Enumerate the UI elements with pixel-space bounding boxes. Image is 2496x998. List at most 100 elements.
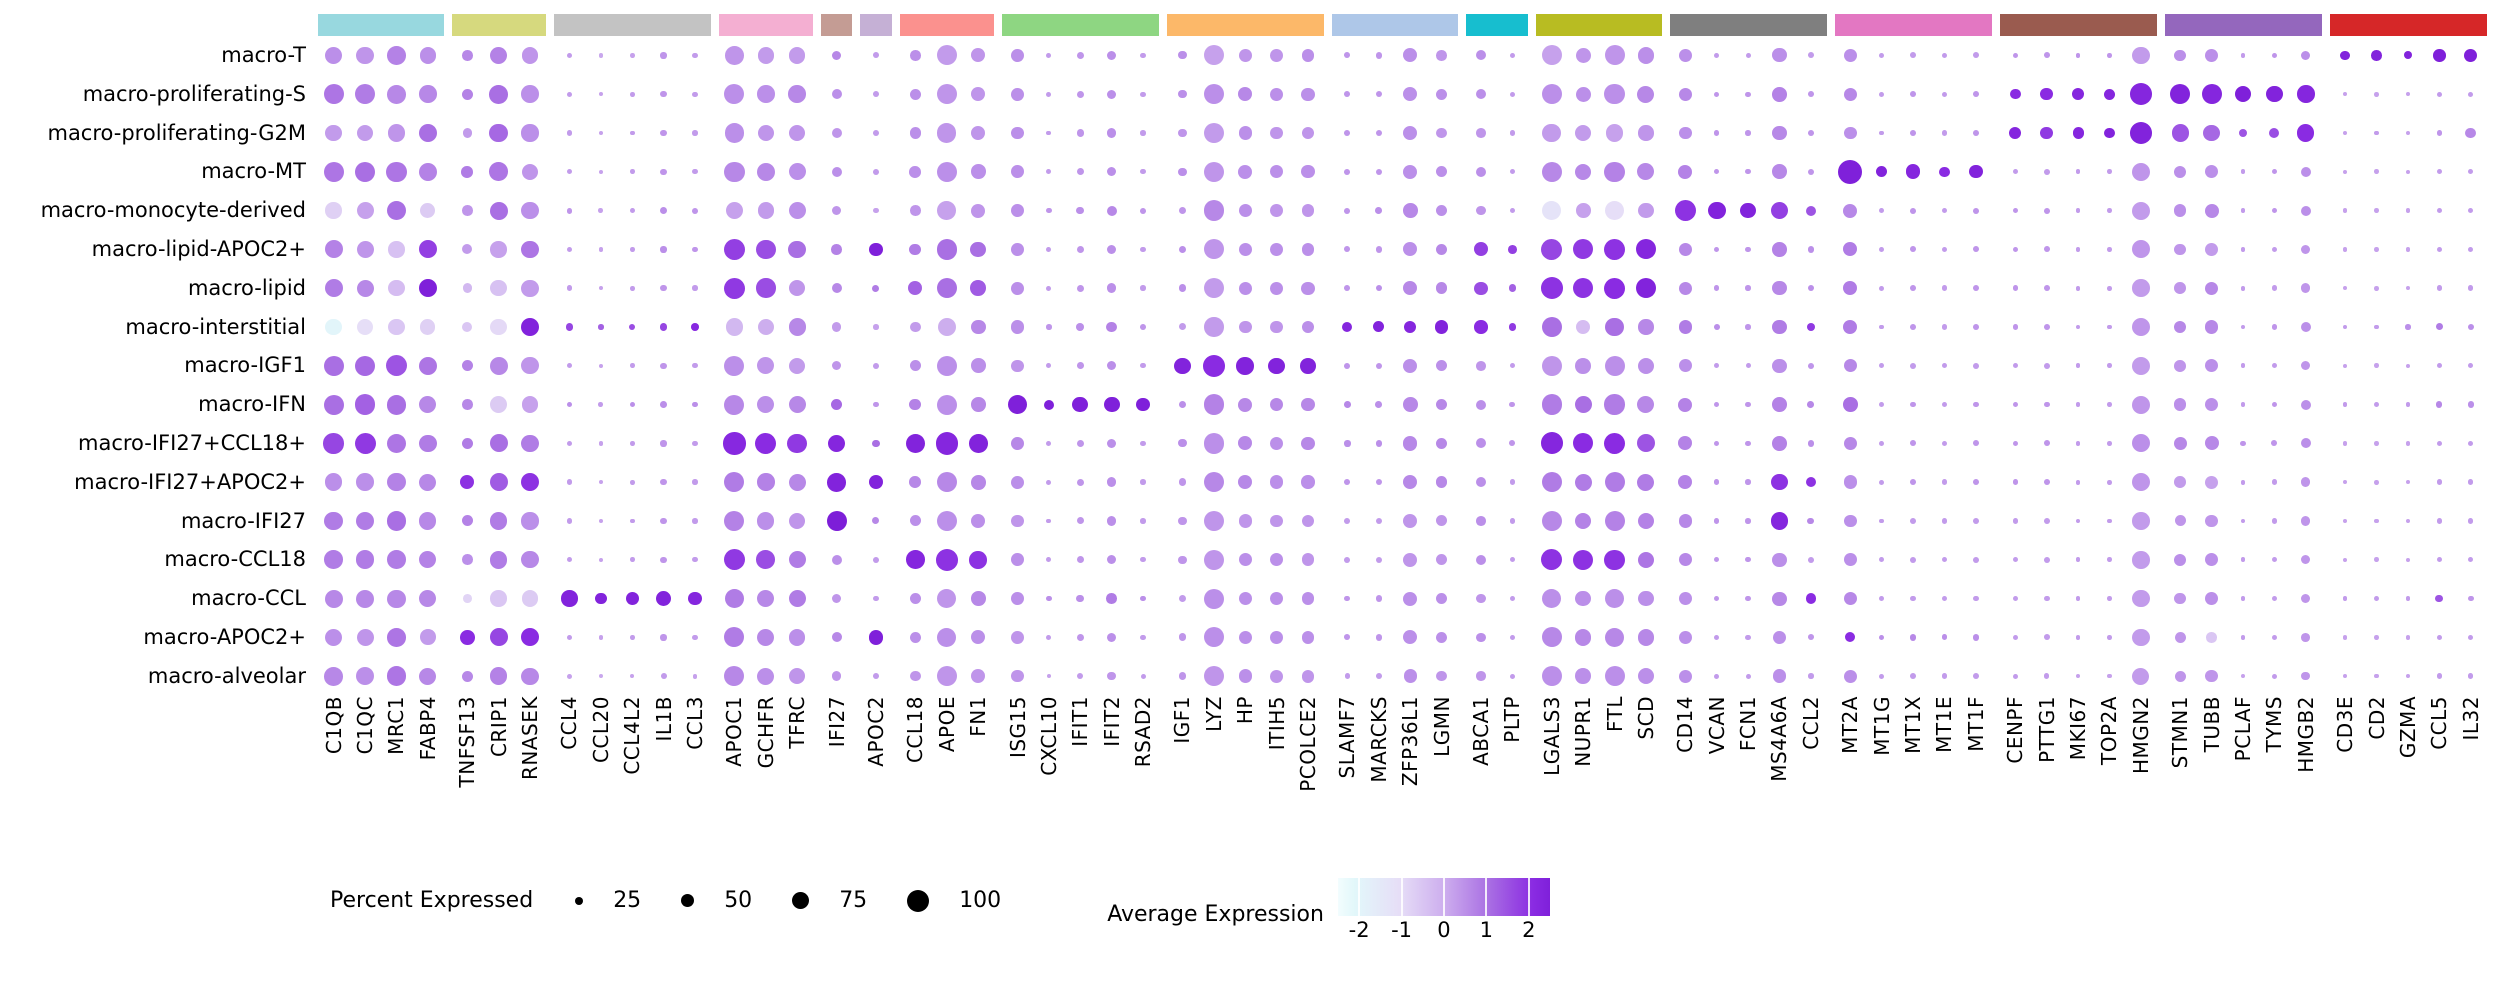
row-group (821, 502, 852, 541)
gene-label: FN1 (966, 695, 991, 737)
size-legend-dot (681, 894, 695, 908)
matrix-cell (1002, 657, 1033, 696)
matrix-cell (2329, 579, 2360, 618)
row-group (719, 346, 813, 385)
matrix-cell (1732, 36, 1763, 75)
matrix-cell (2290, 308, 2321, 347)
matrix-cell (1292, 657, 1323, 696)
matrix-cell (452, 463, 483, 502)
matrix-cell (1127, 579, 1158, 618)
matrix-cell (554, 618, 585, 657)
matrix-cell (1670, 502, 1701, 541)
matrix-cell (1465, 75, 1496, 114)
expression-dot (1106, 128, 1117, 138)
expression-dot (387, 627, 406, 647)
expression-dot (1402, 397, 1418, 412)
matrix-cell (452, 540, 483, 579)
expression-dot (462, 321, 473, 333)
expression-dot (324, 473, 343, 491)
matrix-cell (349, 618, 380, 657)
matrix-cell (412, 618, 443, 657)
gene-label-cell: C1QB (318, 696, 349, 848)
expression-dot (1637, 551, 1655, 568)
matrix-cell (1198, 269, 1229, 308)
row-group (1332, 618, 1458, 657)
expression-dot (1403, 358, 1418, 373)
expression-dot (629, 285, 635, 291)
matrix-cell (2196, 424, 2227, 463)
matrix-cell (2259, 114, 2290, 153)
matrix-cell (349, 114, 380, 153)
expression-dot (757, 318, 774, 336)
matrix-cell (2031, 385, 2062, 424)
expression-dot (387, 124, 406, 142)
expression-dot (521, 590, 539, 607)
matrix-cell (2227, 424, 2258, 463)
matrix-cell (1395, 657, 1426, 696)
matrix-cell (1096, 36, 1127, 75)
expression-dot (970, 397, 986, 412)
matrix-cell (931, 385, 962, 424)
group-band-segment-9 (1331, 14, 1458, 36)
row-group (1332, 269, 1458, 308)
expression-dot (1344, 595, 1351, 602)
expression-dot (2374, 247, 2379, 252)
matrix-cell (1332, 230, 1363, 269)
matrix-cell (2094, 657, 2125, 696)
matrix-cell (1065, 618, 1096, 657)
expression-dot (1375, 673, 1382, 680)
expression-dot (2075, 557, 2081, 563)
expression-dot (1714, 557, 1720, 563)
expression-dot (1842, 397, 1858, 412)
matrix-cell (452, 385, 483, 424)
matrix-cell (821, 308, 852, 347)
matrix-cell (781, 618, 812, 657)
expression-dot (2240, 440, 2246, 447)
expression-dot (566, 440, 573, 447)
matrix-cell (781, 502, 812, 541)
expression-dot (1604, 355, 1625, 376)
matrix-cell (2329, 269, 2360, 308)
expression-dot (1344, 246, 1351, 253)
expression-dot (1972, 246, 1979, 253)
expression-dot (2240, 169, 2246, 175)
matrix-cell (554, 230, 585, 269)
matrix-cell (821, 579, 852, 618)
expression-dot (873, 556, 879, 563)
matrix-cell (2125, 385, 2156, 424)
matrix-cell (1929, 152, 1960, 191)
expression-dot (1574, 124, 1592, 142)
matrix-cell (2062, 346, 2093, 385)
matrix-cell (2094, 152, 2125, 191)
row-group (1332, 230, 1458, 269)
expression-dot (1745, 130, 1751, 136)
matrix-cell (2290, 540, 2321, 579)
expression-dot (756, 550, 776, 570)
expression-dot (1745, 634, 1751, 641)
row-label: macro-IFN (198, 392, 306, 417)
expression-dot (1375, 52, 1382, 59)
expression-dot (1603, 432, 1626, 454)
expression-dot (1638, 319, 1654, 335)
expression-dot (388, 279, 405, 297)
row-group (860, 346, 891, 385)
matrix-cell (679, 269, 710, 308)
expression-dot (1574, 473, 1592, 491)
expression-dot (831, 361, 842, 371)
matrix-cell (585, 579, 616, 618)
matrix-cell (1536, 346, 1567, 385)
expression-dot (1772, 669, 1787, 683)
expression-dot (1879, 324, 1885, 330)
row-group (1835, 269, 1992, 308)
matrix-cell (1230, 75, 1261, 114)
expression-dot (1270, 126, 1284, 140)
matrix-cell (679, 75, 710, 114)
expression-dot (1011, 281, 1024, 295)
expression-dot (490, 279, 507, 297)
expression-dot (420, 202, 436, 219)
matrix-cell (1630, 657, 1661, 696)
expression-dot (2342, 635, 2348, 640)
row-group (1002, 269, 1159, 308)
expression-dot (461, 515, 473, 527)
expression-dot (1637, 85, 1655, 103)
